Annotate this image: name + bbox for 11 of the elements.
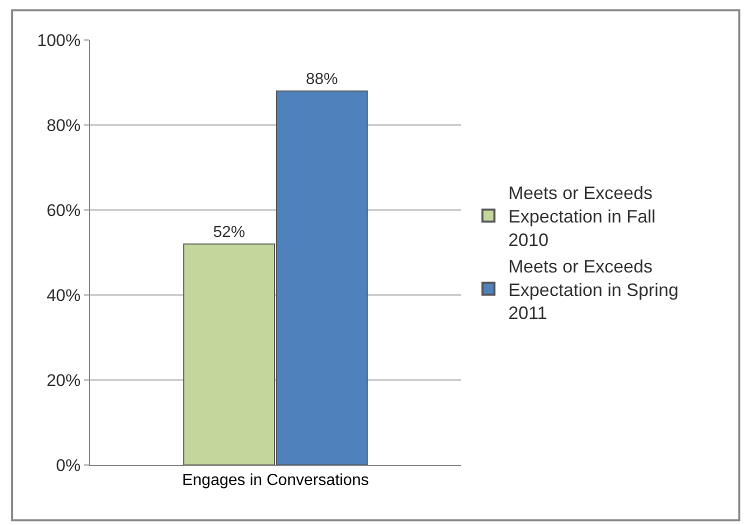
data-label: 88% [306, 71, 338, 88]
y-tick-label: 80% [46, 116, 81, 135]
y-tick-label: 60% [46, 200, 81, 220]
legend-label: Meets or Exceeds Expectation in Spring 2011 [508, 256, 679, 324]
y-tick-label: 0% [56, 456, 81, 475]
data-label: 52% [213, 224, 246, 241]
x-tick-label: Engages in Conversations [182, 472, 369, 490]
y-tick-label: 20% [46, 370, 81, 390]
y-tick-label: 100% [37, 30, 81, 50]
legend-label: Meets or Exceeds Expectation in Fall 2010 [508, 183, 656, 250]
y-tick-label: 40% [46, 286, 81, 305]
